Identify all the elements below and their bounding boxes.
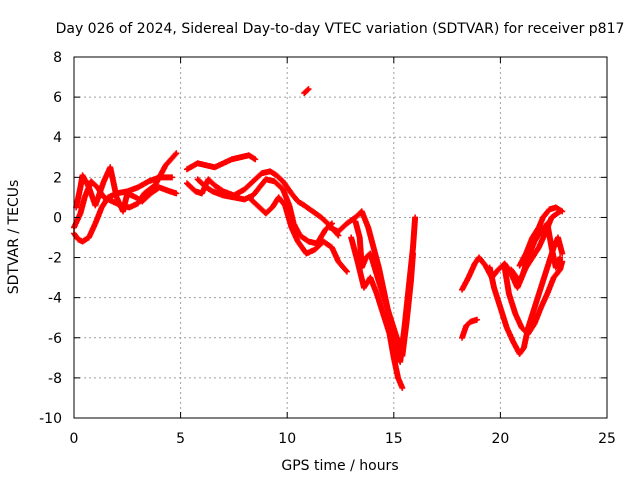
x-tick-label: 5 bbox=[176, 431, 185, 447]
x-axis-ticks: 0 5 10 15 20 25 bbox=[70, 57, 616, 447]
y-tick-label: -8 bbox=[48, 371, 62, 387]
data-point-markers bbox=[516, 204, 566, 269]
series-track7 bbox=[245, 194, 350, 275]
y-axis-label: SDTVAR / TECUs bbox=[6, 180, 22, 295]
series-track16 bbox=[516, 204, 566, 269]
data-point-markers bbox=[245, 194, 350, 275]
data-point-markers bbox=[348, 234, 406, 391]
series-track5 bbox=[183, 168, 342, 239]
data-point-markers bbox=[486, 234, 566, 357]
x-tick-label: 10 bbox=[278, 431, 296, 447]
series-track15 bbox=[501, 258, 566, 337]
data-point-markers bbox=[301, 86, 312, 97]
data-series bbox=[71, 86, 566, 391]
series-track11 bbox=[352, 218, 416, 359]
x-tick-label: 25 bbox=[598, 431, 616, 447]
data-point-markers bbox=[508, 208, 564, 285]
data-point-markers bbox=[352, 218, 416, 359]
series-track17 bbox=[508, 208, 564, 285]
chart-title: Day 026 of 2024, Sidereal Day-to-day VTE… bbox=[56, 21, 625, 37]
y-tick-label: -4 bbox=[48, 291, 62, 307]
x-axis-label: GPS time / hours bbox=[281, 458, 398, 474]
x-tick-label: 15 bbox=[385, 431, 403, 447]
series-track14 bbox=[486, 234, 566, 357]
x-tick-label: 0 bbox=[70, 431, 79, 447]
data-point-markers bbox=[194, 176, 335, 247]
y-tick-label: 6 bbox=[53, 90, 62, 106]
grid-lines bbox=[74, 57, 607, 418]
series-track3 bbox=[73, 164, 180, 215]
data-point-markers bbox=[501, 258, 566, 337]
series-track6 bbox=[194, 176, 335, 247]
y-tick-label: -6 bbox=[48, 331, 62, 347]
series-track10 bbox=[348, 234, 406, 391]
x-tick-label: 20 bbox=[491, 431, 509, 447]
y-axis-ticks: -10 -8 -6 -4 -2 0 2 4 6 8 bbox=[39, 50, 607, 427]
y-tick-label: -10 bbox=[39, 411, 62, 427]
y-tick-label: -2 bbox=[48, 251, 62, 267]
y-tick-label: 2 bbox=[53, 170, 62, 186]
y-tick-label: 0 bbox=[53, 210, 62, 226]
series-track4 bbox=[183, 152, 259, 173]
series-track13 bbox=[459, 316, 480, 341]
data-point-markers bbox=[183, 152, 259, 173]
data-point-markers bbox=[73, 164, 180, 215]
series-track8 bbox=[301, 86, 312, 97]
data-point-markers bbox=[459, 316, 480, 341]
data-point-markers bbox=[183, 168, 342, 239]
y-tick-label: 8 bbox=[53, 50, 62, 66]
y-tick-label: 4 bbox=[53, 130, 62, 146]
plot-frame bbox=[73, 56, 608, 419]
